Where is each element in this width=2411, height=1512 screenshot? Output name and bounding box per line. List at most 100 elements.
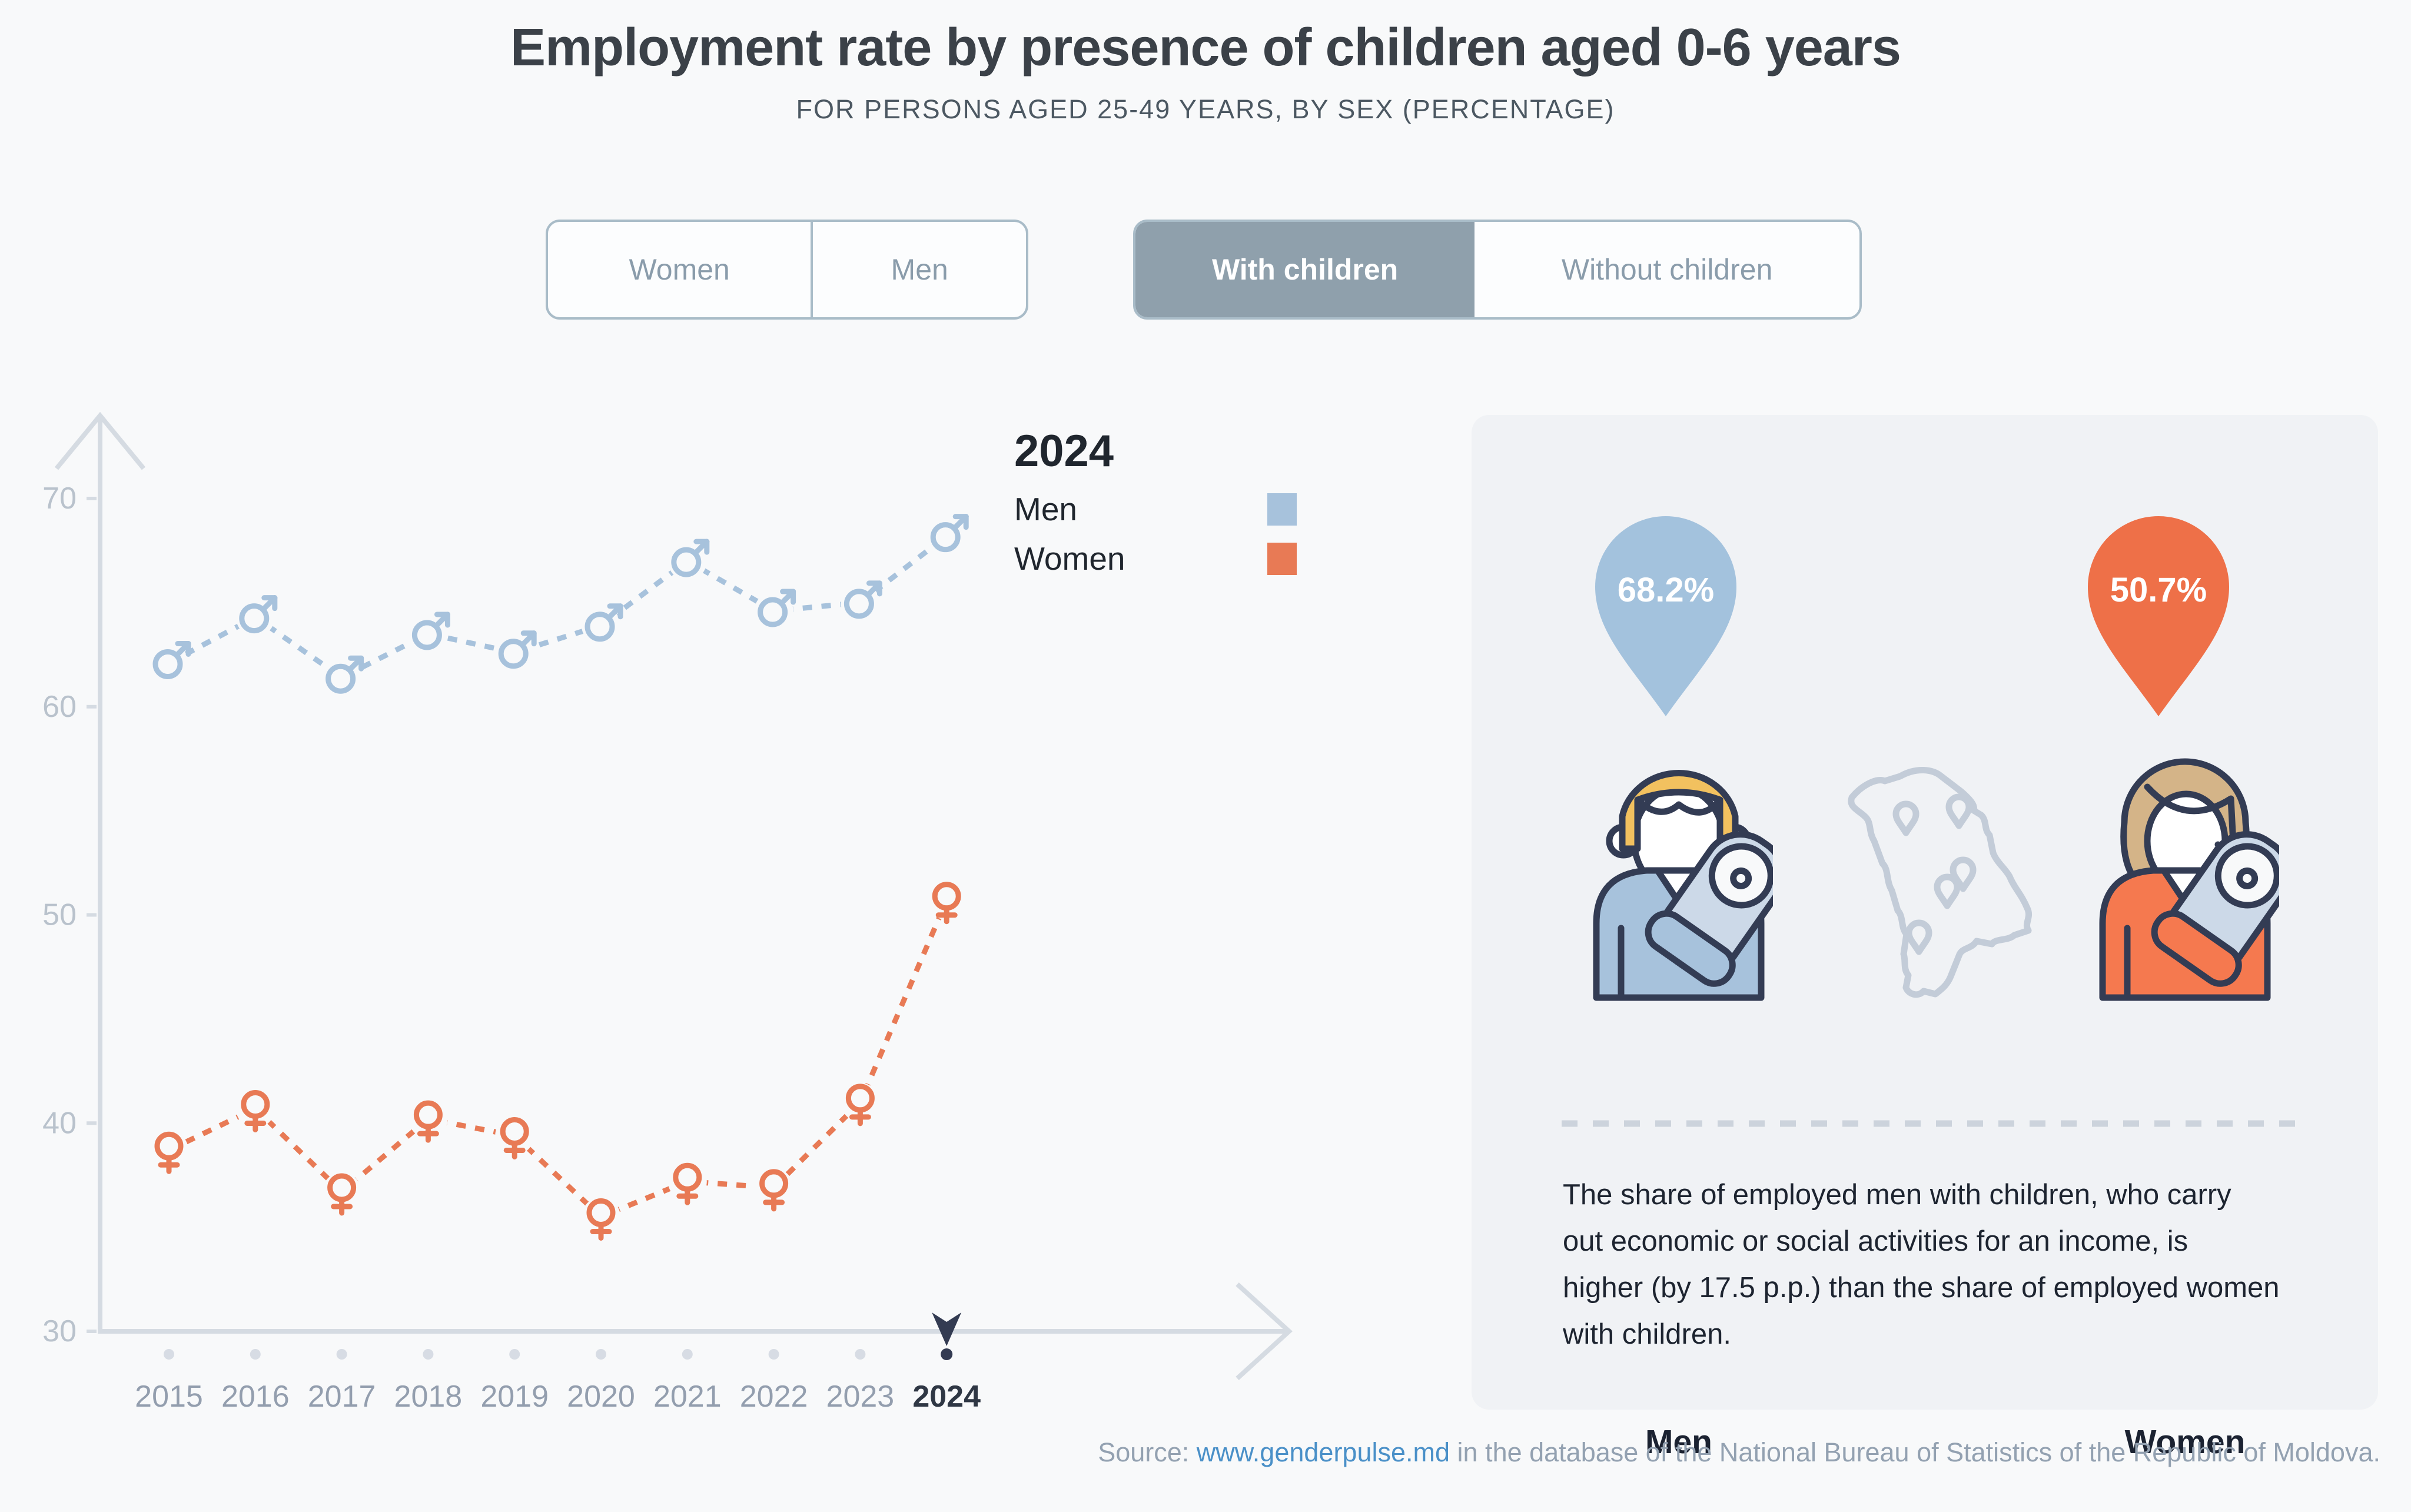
female-symbol-marker xyxy=(673,1162,702,1205)
male-symbol-marker xyxy=(930,514,969,553)
chart-series xyxy=(150,514,969,1241)
legend-swatch-men-icon xyxy=(1267,493,1297,526)
arm-sleeve xyxy=(2151,910,2242,987)
note-line: out economic or social activities for an… xyxy=(1563,1225,2189,1257)
y-tick xyxy=(87,705,97,709)
map-pin-icon xyxy=(1950,856,1977,892)
male-symbol-marker xyxy=(671,539,710,577)
x-axis-arrow-icon xyxy=(1236,1282,1293,1380)
year-dot[interactable] xyxy=(509,1349,520,1360)
year-label-2018[interactable]: 2018 xyxy=(394,1380,463,1414)
year-dot[interactable] xyxy=(164,1349,174,1360)
map-pin-icon xyxy=(1945,793,1972,829)
year-dot[interactable] xyxy=(855,1349,866,1360)
y-tick-label: 40 xyxy=(42,1106,77,1140)
balloon-shape-orange xyxy=(2088,516,2229,716)
year-dot[interactable] xyxy=(682,1349,693,1360)
year-label-2016[interactable]: 2016 xyxy=(221,1380,290,1414)
toggle-men[interactable]: Men xyxy=(811,222,1026,317)
y-axis-arrow-icon xyxy=(54,411,146,470)
children-toggle: With children Without children xyxy=(1133,220,1862,320)
legend-row-women: Women xyxy=(1014,540,1297,577)
men-value-balloon: 68.2% xyxy=(1595,516,1736,716)
y-tick xyxy=(87,1330,97,1333)
year-slider[interactable]: 2015 2016 2017 2018 2019 2020 2021 2022 2023 2024 xyxy=(135,1312,981,1414)
y-tick-label: 70 xyxy=(42,481,77,516)
year-dot[interactable] xyxy=(423,1349,434,1360)
year-label-2022[interactable]: 2022 xyxy=(740,1380,808,1414)
year-label-2015[interactable]: 2015 xyxy=(135,1380,203,1414)
sex-toggle: Women Men xyxy=(546,220,1028,320)
year-label-2023[interactable]: 2023 xyxy=(826,1380,895,1414)
source-suffix: in the database of the National Bureau o… xyxy=(1450,1437,2380,1467)
baby-bundle xyxy=(1645,831,1773,987)
page-subtitle: FOR PERSONS AGED 25-49 YEARS, BY SEX (PE… xyxy=(796,94,1615,124)
y-tick-label: 60 xyxy=(42,690,77,724)
legend-year: 2024 xyxy=(1014,426,1114,476)
women-figure-label: Women xyxy=(2124,1423,2246,1461)
male-symbol-marker xyxy=(326,655,364,694)
series-line-women xyxy=(168,899,949,1220)
legend-swatch-women-icon xyxy=(1267,542,1297,575)
year-dot[interactable] xyxy=(250,1349,261,1360)
female-symbol-marker xyxy=(932,882,961,925)
page-title: Employment rate by presence of children … xyxy=(510,18,1901,77)
men-value: 68.2% xyxy=(1618,571,1714,609)
female-symbol-marker xyxy=(845,1084,875,1126)
arm-sleeve xyxy=(1645,910,1736,987)
man-fringe xyxy=(1634,796,1723,816)
women-value: 50.7% xyxy=(2110,571,2207,609)
year-label-2021[interactable]: 2021 xyxy=(653,1380,722,1414)
y-tick-label: 50 xyxy=(42,898,77,932)
man-with-baby-illustration xyxy=(1593,770,1773,1001)
series-line-men xyxy=(167,534,948,681)
panel-note: The share of employed men with children,… xyxy=(1563,1172,2346,1358)
year-dot[interactable] xyxy=(336,1349,347,1360)
male-symbol-marker xyxy=(152,640,191,679)
year-label-2024[interactable]: 2024 xyxy=(912,1380,981,1414)
men-figure-label: Men xyxy=(1645,1423,1712,1461)
year-cursor-icon[interactable] xyxy=(932,1312,962,1346)
moldova-map-icon xyxy=(1848,766,2033,998)
baby-face xyxy=(1708,843,1773,909)
female-symbol-marker xyxy=(241,1089,270,1132)
balloon-shape-blue xyxy=(1595,516,1736,716)
year-dot[interactable] xyxy=(941,1348,953,1360)
source-line: Source: www.genderpulse.md in the databa… xyxy=(1098,1437,2380,1468)
y-tick-label: 30 xyxy=(42,1314,77,1348)
baby-swirl-icon xyxy=(2236,867,2259,889)
year-label-2019[interactable]: 2019 xyxy=(480,1380,549,1414)
year-dot[interactable] xyxy=(596,1349,606,1360)
legend-row-men: Men xyxy=(1014,491,1297,527)
legend-label-women: Women xyxy=(1014,540,1125,577)
y-tick xyxy=(87,497,97,500)
man-hair xyxy=(1619,770,1739,852)
female-symbol-marker xyxy=(413,1100,443,1143)
male-symbol-marker xyxy=(585,603,623,642)
note-line: with children. xyxy=(1563,1318,1731,1350)
toggle-without-children[interactable]: Without children xyxy=(1561,253,1773,286)
y-tick xyxy=(87,913,97,917)
year-label-2020[interactable]: 2020 xyxy=(567,1380,635,1414)
toggle-women[interactable]: Women xyxy=(629,253,730,286)
baby-bundle xyxy=(2151,831,2279,987)
source-prefix: Source: xyxy=(1098,1437,1197,1467)
moldova-outline xyxy=(1848,766,2033,998)
map-pin-icon xyxy=(1892,800,1919,836)
y-axis-ticks: 30 40 50 60 70 xyxy=(42,481,97,1348)
male-symbol-marker xyxy=(411,612,450,650)
women-value-balloon: 50.7% xyxy=(2088,516,2229,716)
male-symbol-marker xyxy=(498,630,537,669)
toggle-with-children[interactable]: With children xyxy=(1135,222,1475,317)
note-line: The share of employed men with children,… xyxy=(1563,1179,2231,1211)
year-dot[interactable] xyxy=(768,1349,779,1360)
year-label-2017[interactable]: 2017 xyxy=(308,1380,376,1414)
legend-label-men: Men xyxy=(1014,491,1077,527)
female-symbol-marker xyxy=(327,1173,357,1216)
baby-face xyxy=(2214,843,2279,909)
chart-legend: 2024 Men Women xyxy=(1014,426,1297,577)
summary-panel: 68.2% 50.7% xyxy=(1472,415,2378,1461)
dashed-divider xyxy=(1562,1120,2303,1127)
source-link[interactable]: www.genderpulse.md xyxy=(1196,1437,1450,1467)
female-symbol-marker xyxy=(154,1131,184,1174)
